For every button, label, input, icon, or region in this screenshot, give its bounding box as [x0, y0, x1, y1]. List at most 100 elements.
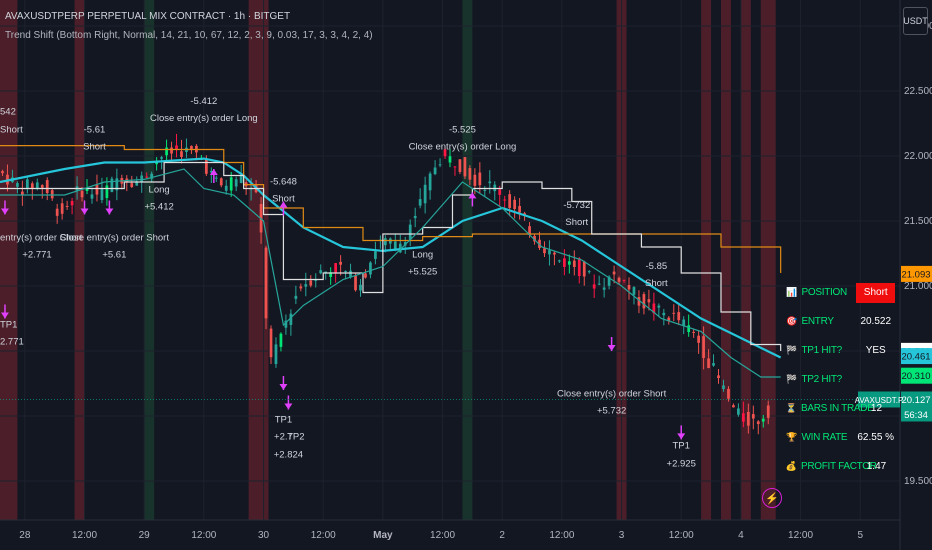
candle-body: [766, 405, 770, 418]
y-tick-label: 19.500: [904, 476, 932, 487]
hourglass-icon: ⏳: [785, 403, 798, 413]
trade-annotation: TP1: [0, 320, 17, 331]
strategy-dashboard: 📊 POSITION Short 🎯 ENTRY 20.522 🏁 TP1 HI…: [785, 278, 896, 481]
candle-body: [30, 183, 34, 189]
trade-annotation: -5.732: [563, 200, 590, 211]
candle-body: [687, 325, 691, 333]
symbol-title: AVAXUSDTPERP PERPETUAL MIX CONTRACT · 1h…: [5, 11, 291, 22]
trade-annotation: -5.85: [646, 261, 668, 272]
candle-body: [70, 200, 74, 206]
indicator-legend[interactable]: Trend Shift (Bottom Right, Normal, 14, 2…: [5, 30, 373, 41]
candle-body: [110, 178, 114, 192]
candle-body: [334, 263, 338, 273]
candle-body: [732, 405, 735, 408]
trade-annotation: Close entry(s) order Short: [60, 233, 170, 244]
candle-body: [319, 270, 323, 274]
candle-body: [577, 258, 581, 277]
price-label: 20.461: [901, 352, 930, 363]
candle-body: [652, 303, 656, 314]
candle-body: [612, 271, 616, 275]
candle-body: [692, 331, 696, 333]
candle-body: [214, 177, 218, 179]
currency-button[interactable]: USDT: [903, 7, 928, 35]
candle-body: [279, 333, 283, 347]
candle-body: [219, 178, 223, 186]
candle-body: [672, 312, 676, 314]
candle-body: [533, 235, 536, 242]
candle-body: [751, 414, 755, 419]
candle-body: [513, 199, 517, 209]
position-label: POSITION: [801, 287, 848, 298]
trade-annotation: -5.525: [449, 125, 476, 136]
entry-label: ENTRY: [801, 316, 835, 327]
candle-body: [204, 159, 208, 174]
candle-body: [562, 258, 566, 267]
candle-body: [567, 261, 571, 265]
trade-annotation: +5.732: [597, 405, 626, 416]
signal-arrow-up: [284, 395, 293, 410]
candle-body: [299, 286, 303, 289]
trade-annotation: -5.412: [190, 96, 217, 107]
candle-body: [548, 250, 551, 255]
price-label-bg: [901, 265, 932, 282]
x-tick-label: 3: [619, 530, 625, 541]
price-label-bg: [901, 367, 932, 384]
candle-body: [597, 283, 601, 285]
signal-arrow-up: [279, 376, 288, 390]
trophy-icon: 🏆: [786, 432, 798, 442]
candle-body: [105, 185, 109, 198]
candle-body: [627, 284, 631, 290]
trade-annotation: +5.412: [144, 201, 173, 212]
candle-body: [135, 181, 139, 186]
candle-body: [742, 413, 745, 422]
candle-body: [324, 271, 328, 273]
candle-body: [553, 252, 556, 255]
candle-body: [25, 179, 29, 189]
trade-annotation: Short: [272, 194, 295, 205]
candle-body: [21, 191, 24, 195]
countdown-label: 56:34: [904, 410, 928, 421]
x-tick-label: 12:00: [72, 530, 97, 541]
candle-body: [145, 176, 149, 178]
trade-annotation: entry(s) order Short: [0, 233, 83, 244]
candle-body: [364, 273, 367, 278]
trade-annotation: -5.648: [270, 177, 297, 188]
trade-annotation: TP1: [672, 441, 689, 452]
candle-body: [572, 260, 576, 267]
candle-body: [1, 171, 4, 174]
candle-body: [493, 184, 497, 192]
candle-body: [329, 272, 333, 277]
countdown-bg: [901, 407, 932, 422]
candle-body: [503, 199, 507, 201]
candle-body: [224, 185, 228, 191]
candle-body: [95, 184, 99, 195]
candle-body: [344, 271, 347, 273]
signal-arrow-up: [80, 200, 89, 215]
candle-body: [90, 194, 94, 199]
x-tick-label: 5: [857, 530, 863, 541]
lightning-icon[interactable]: ⚡: [762, 488, 782, 508]
candle-body: [234, 179, 238, 187]
candle-body: [165, 147, 168, 156]
candle-body: [498, 189, 502, 195]
candle-body: [100, 188, 104, 201]
candle-body: [657, 305, 661, 308]
candle-body: [677, 312, 681, 321]
candle-body: [518, 206, 521, 213]
tp2-label: TP2 HIT?: [801, 374, 843, 385]
candle-body: [433, 167, 437, 175]
candle-body: [304, 284, 308, 287]
candle-body: [746, 411, 750, 426]
dashboard-row-profit: 💰 PROFIT FACTOR 1.47: [785, 452, 895, 481]
target-icon: 🎯: [786, 316, 798, 326]
checkered-flag-icon: 🏁: [786, 345, 798, 355]
candle-body: [607, 276, 611, 286]
signal-arrow-up: [105, 200, 114, 215]
position-value: Short: [856, 282, 896, 303]
candle-body: [622, 279, 626, 281]
candle-body: [453, 166, 457, 168]
trade-annotation: Close entry(s) order Short: [557, 389, 667, 400]
x-tick-label: 12:00: [430, 530, 455, 541]
